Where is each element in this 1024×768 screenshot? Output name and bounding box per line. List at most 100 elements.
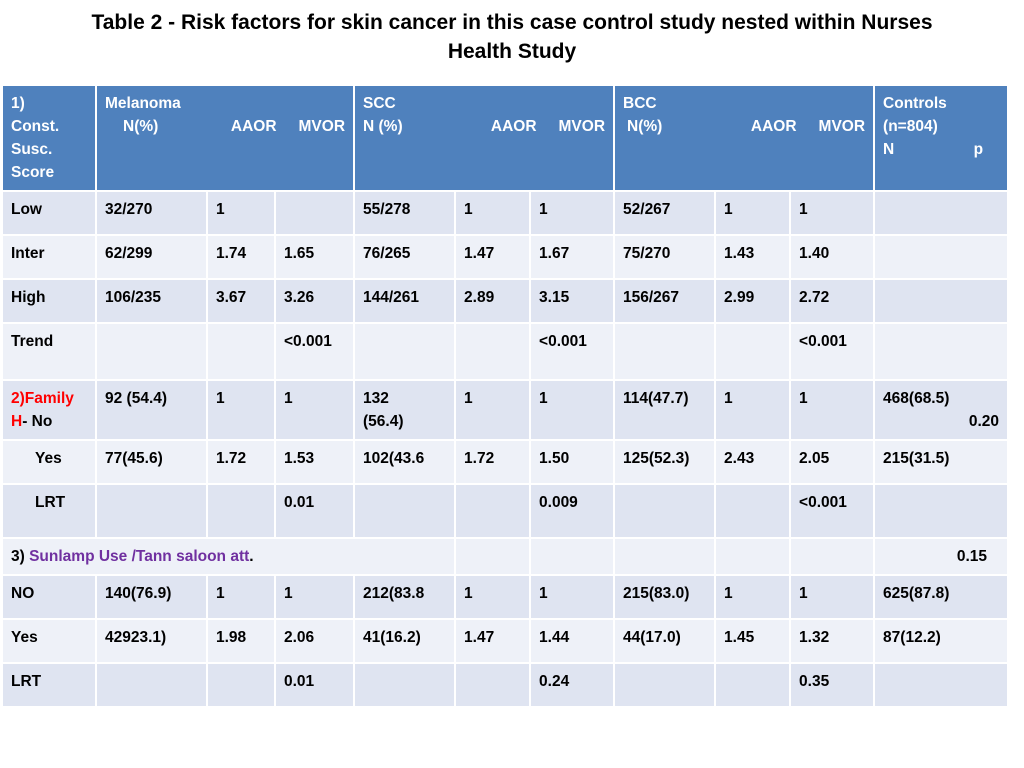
cell: 77(45.6) bbox=[95, 439, 208, 485]
sunlamp-p: 0.15 bbox=[873, 537, 1010, 576]
cell bbox=[206, 483, 276, 539]
cell: 0.01 bbox=[273, 483, 356, 539]
cell: 1 bbox=[529, 574, 616, 620]
cell: 1 bbox=[454, 574, 532, 620]
cell: 2.99 bbox=[714, 278, 792, 324]
title-line-2: Health Study bbox=[447, 40, 577, 63]
cell: 1 bbox=[206, 574, 276, 620]
cell bbox=[714, 537, 792, 576]
cell bbox=[613, 483, 717, 539]
row-label: Yes bbox=[1, 618, 97, 664]
cell: 1 bbox=[714, 190, 792, 236]
sunlamp-label: 3) Sunlamp Use /Tann saloon att. bbox=[0, 537, 356, 576]
cell: 125(52.3) bbox=[613, 439, 717, 485]
cell bbox=[353, 483, 457, 539]
cell bbox=[206, 662, 276, 708]
title-line-1: Table 2 - Risk factors for skin cancer i… bbox=[91, 11, 933, 34]
cell: 1 bbox=[789, 574, 876, 620]
cell: 1.43 bbox=[714, 234, 792, 280]
cell: 625(87.8) bbox=[873, 574, 1010, 620]
table-title: Table 2 - Risk factors for skin cancer i… bbox=[40, 8, 984, 66]
cell: 1.72 bbox=[206, 439, 276, 485]
cell: 144/261 bbox=[353, 278, 457, 324]
row-label: Trend bbox=[1, 322, 97, 381]
risk-factors-table: 1) Const. Susc. Score Melanoma N(%) AAOR… bbox=[0, 84, 1010, 708]
row-inter: Inter 62/299 1.74 1.65 76/265 1.47 1.67 75/270 1… bbox=[1, 234, 1010, 280]
row-family-yes: Yes 77(45.6) 1.72 1.53 102(43.6 1.72 1.50 125(5… bbox=[1, 439, 1010, 485]
cell bbox=[95, 662, 208, 708]
cell: 75/270 bbox=[613, 234, 717, 280]
cell: 42923.1) bbox=[95, 618, 208, 664]
header-melanoma: Melanoma N(%) AAOR MVOR bbox=[94, 84, 356, 192]
cell: 1.44 bbox=[529, 618, 616, 664]
cell: 44(17.0) bbox=[613, 618, 717, 664]
cell: 1 bbox=[714, 574, 792, 620]
cell: 2.89 bbox=[454, 278, 532, 324]
cell: 2.05 bbox=[789, 439, 876, 485]
cell: 1.74 bbox=[206, 234, 276, 280]
cell bbox=[454, 322, 532, 381]
cell bbox=[353, 322, 457, 381]
cell: 3.15 bbox=[529, 278, 616, 324]
cell: 102(43.6 bbox=[353, 439, 457, 485]
cell: 32/270 bbox=[95, 190, 208, 236]
row-sunlamp-header: 3) Sunlamp Use /Tann saloon att. 0.15 bbox=[0, 537, 1010, 576]
cell bbox=[873, 190, 1010, 236]
cell: 0.24 bbox=[529, 662, 616, 708]
row-high: High 106/235 3.67 3.26 144/261 2.89 3.15 156/26… bbox=[1, 278, 1010, 324]
cell bbox=[613, 322, 717, 381]
cell bbox=[273, 190, 356, 236]
cell: 87(12.2) bbox=[873, 618, 1010, 664]
cell bbox=[454, 537, 532, 576]
row-family-lrt: LRT 0.01 0.009 <0.001 bbox=[1, 483, 1010, 539]
cell: 2.72 bbox=[789, 278, 876, 324]
cell: 1 bbox=[273, 574, 356, 620]
cell bbox=[95, 322, 208, 381]
cell: 1 bbox=[454, 379, 532, 441]
cell: 1.32 bbox=[789, 618, 876, 664]
row-label: LRT bbox=[1, 483, 97, 539]
cell bbox=[206, 322, 276, 381]
cell bbox=[873, 662, 1010, 708]
row-label: LRT bbox=[1, 662, 97, 708]
cell bbox=[353, 662, 457, 708]
cell: 1.98 bbox=[206, 618, 276, 664]
cell: 106/235 bbox=[95, 278, 208, 324]
cell bbox=[454, 662, 532, 708]
cell: 2.43 bbox=[714, 439, 792, 485]
cell: 1.53 bbox=[273, 439, 356, 485]
cell bbox=[353, 537, 457, 576]
cell: 3.67 bbox=[206, 278, 276, 324]
cell: 1.40 bbox=[789, 234, 876, 280]
row-label: Inter bbox=[1, 234, 97, 280]
row-label: Low bbox=[1, 190, 97, 236]
cell: 0.009 bbox=[529, 483, 616, 539]
cell: 132 (56.4) bbox=[353, 379, 457, 441]
cell: 1 bbox=[789, 379, 876, 441]
cell: 0.35 bbox=[789, 662, 876, 708]
cell: 3.26 bbox=[273, 278, 356, 324]
cell: 215(31.5) bbox=[873, 439, 1010, 485]
cell: <0.001 bbox=[529, 322, 616, 381]
cell: 215(83.0) bbox=[613, 574, 717, 620]
header-const-susc-score: 1) Const. Susc. Score bbox=[1, 84, 97, 192]
cell: 1.67 bbox=[529, 234, 616, 280]
cell bbox=[714, 483, 792, 539]
cell bbox=[873, 322, 1010, 381]
cell: 1.65 bbox=[273, 234, 356, 280]
cell: 1.72 bbox=[454, 439, 532, 485]
row-low: Low 32/270 1 55/278 1 1 52/267 1 1 bbox=[1, 190, 1010, 236]
cell: 0.01 bbox=[273, 662, 356, 708]
row-trend: Trend <0.001 <0.001 <0.001 bbox=[1, 322, 1010, 381]
row-sunlamp-yes: Yes 42923.1) 1.98 2.06 41(16.2) 1.47 1.44 44(17… bbox=[1, 618, 1010, 664]
cell bbox=[613, 537, 717, 576]
cell: 76/265 bbox=[353, 234, 457, 280]
row-label: NO bbox=[1, 574, 97, 620]
cell bbox=[789, 537, 876, 576]
row-sunlamp-no: NO 140(76.9) 1 1 212(83.8 1 1 215(83.0) 1 1 625(87… bbox=[1, 574, 1010, 620]
cell: 1 bbox=[529, 379, 616, 441]
cell: 1 bbox=[206, 190, 276, 236]
row-label: High bbox=[1, 278, 97, 324]
family-history-label: 2)Family H- No bbox=[1, 379, 97, 441]
cell bbox=[454, 483, 532, 539]
